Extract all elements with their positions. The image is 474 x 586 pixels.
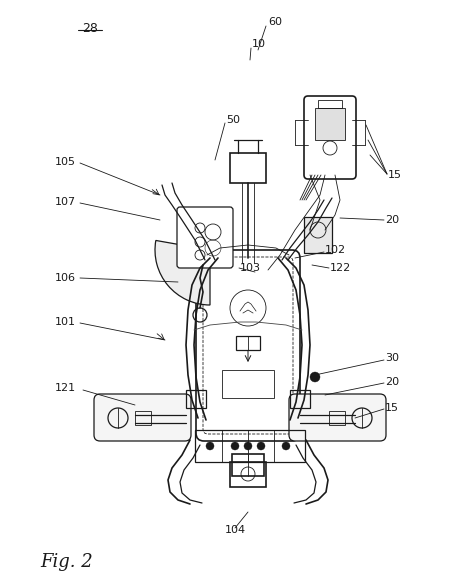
Text: 102: 102	[325, 245, 346, 255]
Circle shape	[231, 442, 239, 450]
Bar	[230, 153, 266, 183]
Bar	[236, 336, 260, 350]
Bar	[232, 454, 264, 476]
Text: 10: 10	[252, 39, 266, 49]
Bar	[329, 411, 345, 425]
Text: 60: 60	[268, 17, 282, 27]
Text: 28: 28	[82, 22, 98, 35]
Bar	[315, 108, 345, 140]
Text: 121: 121	[55, 383, 76, 393]
Text: 50: 50	[226, 115, 240, 125]
Text: 15: 15	[388, 170, 402, 180]
Text: Fig. 2: Fig. 2	[40, 553, 93, 571]
Circle shape	[282, 442, 290, 450]
Text: 122: 122	[330, 263, 351, 273]
Circle shape	[310, 372, 320, 382]
Text: 106: 106	[55, 273, 76, 283]
Text: 101: 101	[55, 317, 76, 327]
FancyBboxPatch shape	[304, 96, 356, 179]
FancyBboxPatch shape	[289, 394, 386, 441]
FancyBboxPatch shape	[196, 250, 300, 441]
Circle shape	[206, 442, 214, 450]
Text: 15: 15	[385, 403, 399, 413]
Bar	[318, 100, 342, 108]
Bar	[304, 217, 332, 253]
Bar	[290, 390, 310, 408]
Bar	[195, 430, 305, 462]
Circle shape	[257, 442, 265, 450]
Bar	[186, 390, 206, 408]
Text: 20: 20	[385, 215, 399, 225]
Text: 30: 30	[385, 353, 399, 363]
Text: 107: 107	[55, 197, 76, 207]
Text: 104: 104	[225, 525, 246, 535]
Text: 103: 103	[240, 263, 261, 273]
FancyBboxPatch shape	[177, 207, 233, 268]
FancyBboxPatch shape	[94, 394, 191, 441]
Text: 105: 105	[55, 157, 76, 167]
Bar	[135, 411, 151, 425]
Bar	[230, 462, 266, 487]
Bar	[222, 370, 274, 398]
Wedge shape	[155, 240, 210, 305]
Circle shape	[244, 442, 252, 450]
Text: 20: 20	[385, 377, 399, 387]
